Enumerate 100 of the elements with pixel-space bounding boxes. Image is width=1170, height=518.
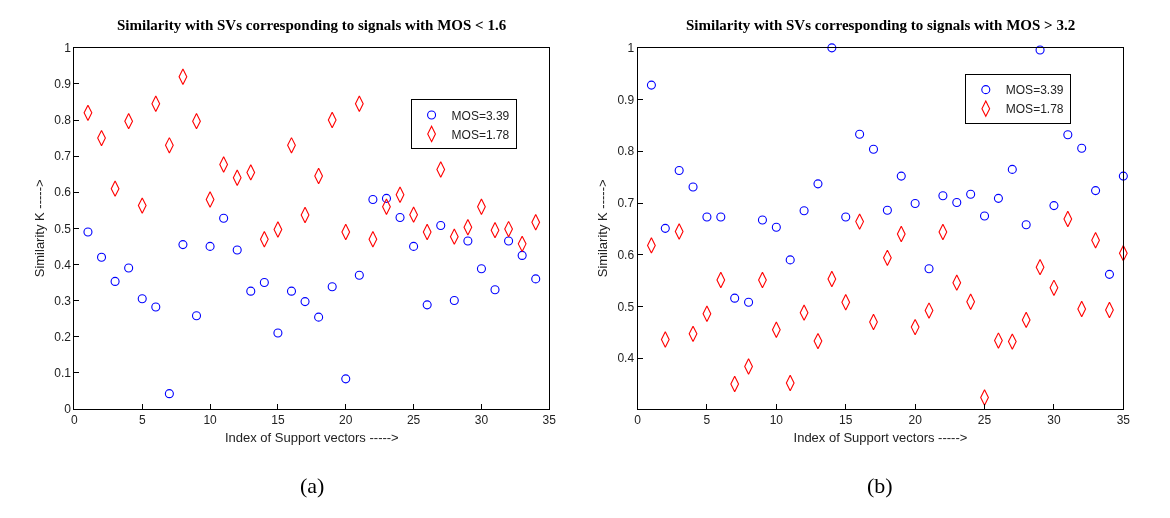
point [273,328,283,338]
y-tick-label: 0.8 [617,144,635,159]
point [660,223,670,233]
y-tick-label: 1 [64,41,72,56]
point [1104,269,1115,279]
chart-title: Similarity with SVs corresponding to signals with MOS > 3.2 [686,17,1076,33]
text: (b) [867,473,893,498]
y-tick-label: 0.7 [617,196,635,211]
point [827,43,837,53]
text: (a) [300,473,325,498]
point [517,250,527,260]
y-tick-label: 0.4 [54,257,72,272]
point [341,374,351,384]
point [164,389,174,399]
y-tick-label: 0.4 [617,351,635,366]
x-tick-label: 10 [769,413,784,428]
x-tick-label: 35 [1116,413,1131,428]
y-tick-label: 0.2 [54,329,72,344]
point [938,191,948,201]
point [232,245,242,255]
point [757,215,767,225]
point [924,264,934,274]
x-tick-label: 20 [908,413,923,428]
point [409,241,419,251]
point [476,264,486,274]
point [436,220,446,231]
point [96,252,107,262]
point [368,194,378,205]
point [952,197,962,208]
point [1049,201,1059,211]
point [381,193,392,203]
point [674,165,684,175]
point [490,285,500,295]
point [993,193,1003,203]
y-axis-title: Similarity K -----> [32,179,48,278]
point [110,276,120,286]
point [688,182,698,192]
point [646,80,656,90]
point [422,300,432,310]
point [979,211,990,221]
legend-label: MOS=3.39 [1005,83,1064,98]
point [395,212,405,223]
point [531,274,541,284]
x-tick-label: 30 [1047,413,1061,428]
x-tick-label: 15 [271,413,285,428]
point [354,270,364,280]
y-tick-label: 0.8 [54,113,72,128]
x-tick-label: 10 [203,413,218,428]
y-tick-label: 0.6 [54,185,72,200]
point [813,179,823,189]
point [449,295,459,306]
point [1035,45,1045,55]
chart-title: Similarity with SVs corresponding to signals with MOS < 1.6 [117,17,507,33]
legend-label: MOS=1.78 [1005,102,1064,117]
point [259,277,269,288]
point [910,198,920,209]
point [771,222,781,232]
y-tick-label: 0.5 [617,299,635,314]
y-tick-label: 0.3 [54,293,72,308]
point [1007,164,1017,174]
point [504,236,514,246]
y-axis-title: Similarity K -----> [595,179,611,278]
point [205,241,215,251]
y-tick-label: 0.7 [54,149,72,164]
legend-label: MOS=3.39 [451,108,510,123]
point [151,302,161,312]
point [785,255,795,265]
x-tick-label: 5 [138,413,146,428]
point [730,293,740,303]
y-tick-label: 1 [627,41,635,56]
point [124,263,134,273]
point [219,213,229,223]
y-tick-label: 0.1 [54,365,72,380]
x-tick-label: 25 [406,413,421,428]
point [1091,186,1101,196]
point [882,205,892,215]
point [855,129,865,139]
x-tick-label: 25 [977,413,992,428]
point [1063,130,1073,140]
y-tick-label: 0.9 [54,77,72,92]
x-tick-label: 30 [474,413,489,428]
point [314,312,324,322]
point [841,212,851,222]
x-tick-label: 35 [542,413,557,428]
point [137,294,147,304]
y-tick-label: 0 [64,402,72,417]
point [896,171,906,181]
point [1118,171,1128,181]
point [286,286,297,296]
x-axis-title: Index of Support vectors -----> [793,429,968,445]
point [868,144,879,154]
y-tick-label: 0.6 [617,247,635,262]
point [966,189,976,199]
point [178,240,188,250]
x-tick-label: 5 [703,413,711,428]
point [1077,143,1087,153]
y-tick-label: 0.5 [54,221,72,236]
x-tick-label: 15 [839,413,853,428]
point [716,212,726,222]
point [327,282,337,292]
